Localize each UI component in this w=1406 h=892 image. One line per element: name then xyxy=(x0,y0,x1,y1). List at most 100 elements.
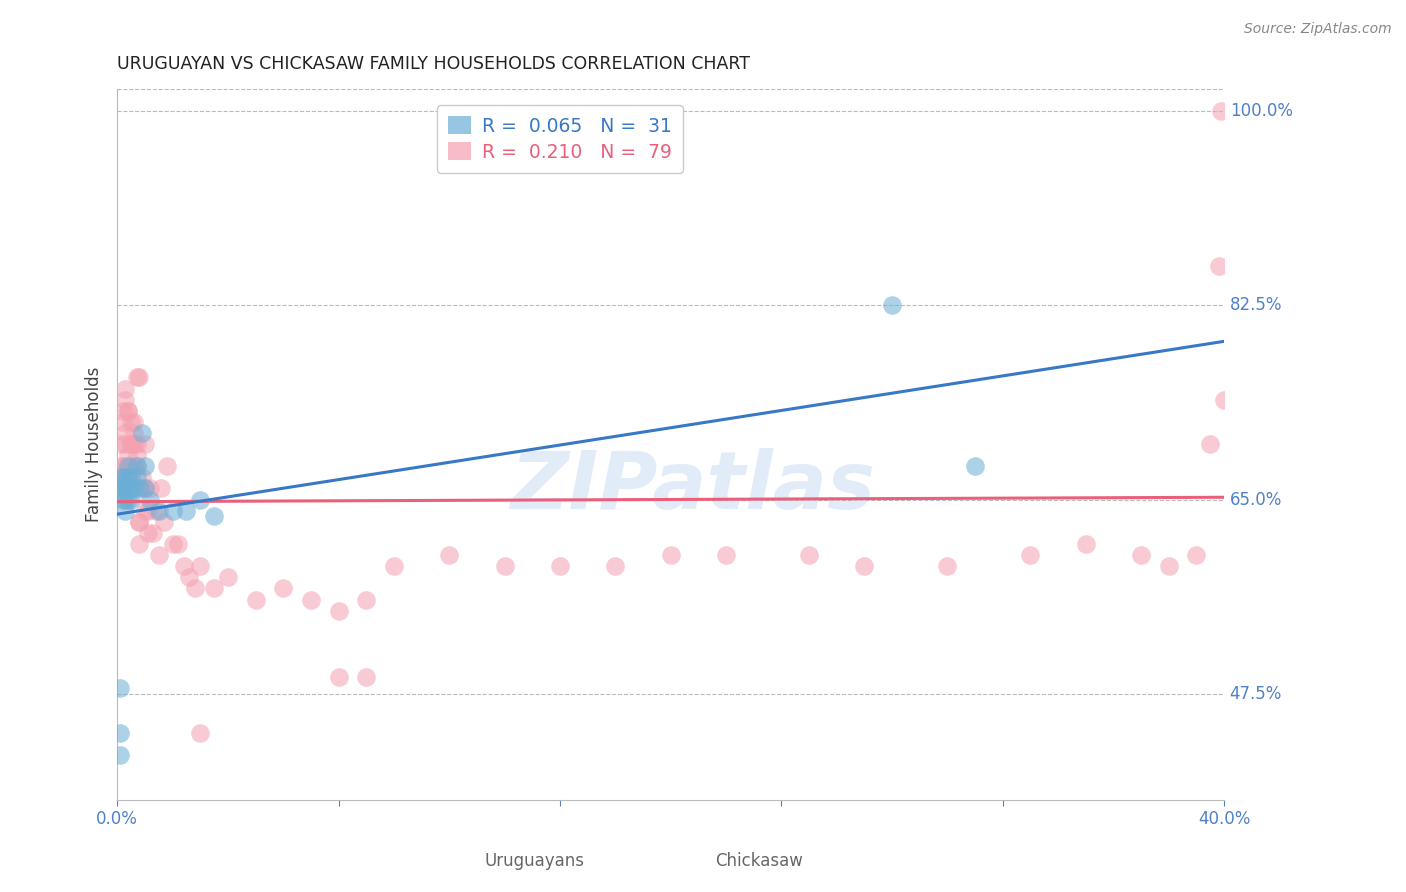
Point xyxy=(328,670,350,684)
Point xyxy=(117,470,139,484)
Point xyxy=(134,482,156,496)
Point xyxy=(131,482,153,496)
Point xyxy=(145,504,167,518)
Point xyxy=(142,525,165,540)
Point xyxy=(162,504,184,518)
Point xyxy=(179,570,201,584)
Point xyxy=(125,437,148,451)
Point xyxy=(128,515,150,529)
Point xyxy=(299,592,322,607)
Point xyxy=(108,487,131,501)
Point xyxy=(183,582,205,596)
Text: ZIPatlas: ZIPatlas xyxy=(510,448,876,525)
Point xyxy=(114,475,136,490)
Point xyxy=(134,482,156,496)
Point xyxy=(117,482,139,496)
Text: 65.0%: 65.0% xyxy=(1230,491,1282,508)
Point xyxy=(1185,548,1208,562)
Point xyxy=(162,537,184,551)
Point xyxy=(148,548,170,562)
Point xyxy=(108,459,131,474)
Point xyxy=(1211,103,1233,118)
Point xyxy=(108,726,131,740)
Point xyxy=(120,492,142,507)
Y-axis label: Family Households: Family Households xyxy=(86,367,103,522)
Text: Source: ZipAtlas.com: Source: ZipAtlas.com xyxy=(1244,22,1392,37)
Point xyxy=(354,670,377,684)
Point xyxy=(111,470,134,484)
Point xyxy=(120,437,142,451)
Point xyxy=(217,570,239,584)
Point xyxy=(122,425,145,440)
Point xyxy=(880,298,903,312)
Point xyxy=(153,515,176,529)
Point xyxy=(108,437,131,451)
Point xyxy=(117,403,139,417)
Point xyxy=(439,548,461,562)
Point xyxy=(108,482,131,496)
Point xyxy=(134,437,156,451)
Point xyxy=(125,459,148,474)
Point xyxy=(202,509,225,524)
Point xyxy=(120,482,142,496)
Point xyxy=(853,559,876,574)
Point xyxy=(122,437,145,451)
Point xyxy=(114,492,136,507)
Point xyxy=(120,470,142,484)
Point xyxy=(136,504,159,518)
Point xyxy=(111,482,134,496)
Point xyxy=(114,392,136,407)
Point xyxy=(108,470,131,484)
Point xyxy=(120,459,142,474)
Point xyxy=(271,582,294,596)
Point xyxy=(114,482,136,496)
Point xyxy=(173,559,195,574)
Point xyxy=(125,370,148,384)
Point xyxy=(659,548,682,562)
Point xyxy=(111,470,134,484)
Point xyxy=(128,370,150,384)
Point xyxy=(114,459,136,474)
Point xyxy=(128,515,150,529)
Point xyxy=(117,492,139,507)
Point xyxy=(125,470,148,484)
Point xyxy=(117,448,139,462)
Point xyxy=(111,403,134,417)
Legend: R =  0.065   N =  31, R =  0.210   N =  79: R = 0.065 N = 31, R = 0.210 N = 79 xyxy=(437,105,683,173)
Point xyxy=(128,482,150,496)
Point xyxy=(120,437,142,451)
Point xyxy=(139,492,162,507)
Point xyxy=(114,482,136,496)
Point xyxy=(1157,559,1180,574)
Point xyxy=(136,525,159,540)
Point xyxy=(114,382,136,396)
Point xyxy=(797,548,820,562)
Point xyxy=(148,504,170,518)
Text: 47.5%: 47.5% xyxy=(1230,685,1282,703)
Point xyxy=(245,592,267,607)
Text: 100.0%: 100.0% xyxy=(1230,102,1292,120)
Point xyxy=(114,437,136,451)
Point xyxy=(188,559,211,574)
Point xyxy=(328,604,350,618)
Point xyxy=(1019,548,1042,562)
Point xyxy=(1130,548,1153,562)
Text: URUGUAYAN VS CHICKASAW FAMILY HOUSEHOLDS CORRELATION CHART: URUGUAYAN VS CHICKASAW FAMILY HOUSEHOLDS… xyxy=(117,55,751,73)
Point xyxy=(1213,392,1236,407)
Point xyxy=(1074,537,1097,551)
Point xyxy=(131,425,153,440)
Point xyxy=(108,748,131,763)
Point xyxy=(1208,260,1230,274)
Point xyxy=(936,559,959,574)
Point xyxy=(114,425,136,440)
Point xyxy=(131,470,153,484)
Point xyxy=(176,504,198,518)
Point xyxy=(122,482,145,496)
Point xyxy=(188,492,211,507)
Point xyxy=(111,492,134,507)
Point xyxy=(125,459,148,474)
Point xyxy=(494,559,516,574)
Point xyxy=(134,504,156,518)
Point xyxy=(548,559,571,574)
Point xyxy=(605,559,627,574)
